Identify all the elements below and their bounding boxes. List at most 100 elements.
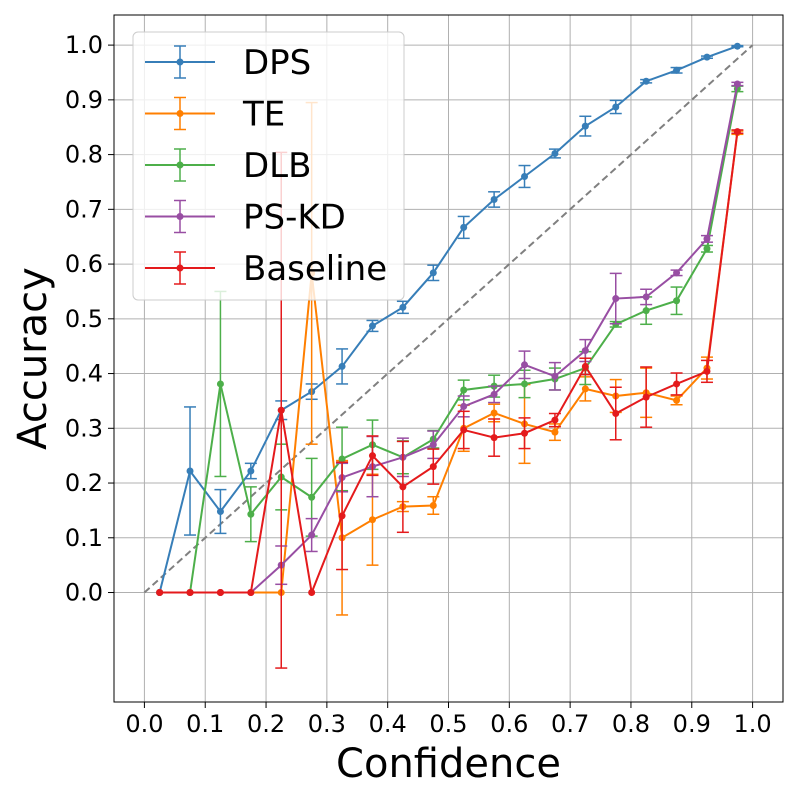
data-point xyxy=(186,589,194,597)
series-line xyxy=(159,132,739,594)
data-point xyxy=(521,361,529,369)
data-point xyxy=(490,390,498,398)
y-tick-label: 0.0 xyxy=(65,579,103,607)
data-point xyxy=(186,467,194,475)
x-tick-label: 0.3 xyxy=(308,710,346,738)
x-tick-label: 0.5 xyxy=(429,710,467,738)
data-point xyxy=(551,372,559,380)
y-tick-label: 0.9 xyxy=(65,86,103,114)
legend-marker xyxy=(176,110,184,117)
y-tick-label: 0.8 xyxy=(65,141,103,169)
legend-label: DPS xyxy=(243,43,311,83)
y-tick-label: 0.4 xyxy=(65,360,103,388)
data-point xyxy=(247,467,255,475)
x-tick-label: 1.0 xyxy=(734,710,772,738)
data-point xyxy=(581,385,589,393)
data-point xyxy=(673,396,681,404)
series-layer xyxy=(156,42,744,669)
data-point xyxy=(368,516,376,524)
y-tick-labels: 0.0 0.1 0.2 0.3 0.4 0.5 0.6 0.7 0.8 0.9 1.0 xyxy=(65,31,114,607)
data-point xyxy=(216,589,224,597)
data-point xyxy=(551,428,559,436)
y-tick-label: 0.1 xyxy=(65,524,103,552)
series-baseline xyxy=(156,128,744,669)
legend-box xyxy=(132,31,405,301)
data-point xyxy=(460,402,468,410)
data-point xyxy=(521,172,529,180)
x-tick-label: 0.2 xyxy=(247,710,285,738)
x-tick-label: 0.6 xyxy=(490,710,528,738)
reference-diagonal-line xyxy=(143,44,754,594)
data-point xyxy=(673,297,681,305)
legend-item: PS-KD xyxy=(145,198,346,238)
data-point xyxy=(368,452,376,460)
x-axis-title: Confidence xyxy=(336,741,561,787)
legend-item: DPS xyxy=(145,43,311,83)
data-point xyxy=(551,416,559,424)
data-point xyxy=(733,80,741,88)
data-point xyxy=(521,380,529,388)
data-point xyxy=(277,406,285,414)
data-point xyxy=(642,393,650,401)
x-tick-label: 0.0 xyxy=(125,710,163,738)
x-tick-label: 0.7 xyxy=(551,710,589,738)
x-tick-labels: 0.0 0.1 0.2 0.3 0.4 0.5 0.6 0.7 0.8 0.9 1.0 xyxy=(125,702,772,738)
data-point xyxy=(581,122,589,130)
legend-label: PS-KD xyxy=(243,198,346,238)
data-point xyxy=(216,380,224,388)
legend-marker xyxy=(176,161,184,169)
legend-item: TE xyxy=(145,95,285,135)
legend-marker xyxy=(176,58,184,66)
data-point xyxy=(247,510,255,518)
legend-marker xyxy=(176,264,184,272)
data-point xyxy=(216,508,224,516)
series-line xyxy=(158,45,738,593)
data-point xyxy=(338,512,346,520)
data-point xyxy=(703,53,711,61)
y-tick-label: 0.7 xyxy=(65,195,103,223)
data-point xyxy=(429,463,437,471)
data-point xyxy=(308,589,316,597)
data-point xyxy=(490,434,498,442)
data-point xyxy=(247,589,255,597)
legend-label: DLB xyxy=(243,146,311,186)
legend: DPS TE DLB PS-KD Baseline xyxy=(132,31,405,301)
series-line xyxy=(159,131,739,597)
data-point xyxy=(429,269,437,277)
data-point xyxy=(703,367,711,375)
data-point xyxy=(521,429,529,437)
data-point xyxy=(733,42,741,50)
series-dps xyxy=(156,42,744,597)
data-point xyxy=(581,347,589,355)
y-tick-label: 0.3 xyxy=(65,414,103,442)
data-point xyxy=(308,531,316,539)
data-point xyxy=(703,245,711,253)
data-point xyxy=(338,455,346,463)
data-point xyxy=(460,426,468,434)
series-line xyxy=(159,83,739,594)
data-point xyxy=(399,483,407,491)
series-line xyxy=(159,88,739,594)
data-point xyxy=(703,235,711,243)
legend-label: Baseline xyxy=(243,249,387,289)
data-point xyxy=(551,149,559,157)
legend-marker xyxy=(176,213,184,220)
data-point xyxy=(642,293,650,301)
data-point xyxy=(642,307,650,315)
legend-item: Baseline xyxy=(145,249,387,289)
data-point xyxy=(460,223,468,231)
y-tick-label: 0.6 xyxy=(65,250,103,278)
data-point xyxy=(308,493,316,501)
data-point xyxy=(156,589,164,597)
data-point xyxy=(368,322,376,330)
x-tick-label: 0.4 xyxy=(369,710,407,738)
data-point xyxy=(673,269,681,277)
data-point xyxy=(399,303,407,311)
data-point xyxy=(733,128,741,136)
data-point xyxy=(612,103,620,111)
data-point xyxy=(490,195,498,203)
legend-item: DLB xyxy=(145,146,311,186)
data-point xyxy=(673,66,681,74)
data-point xyxy=(338,362,346,370)
